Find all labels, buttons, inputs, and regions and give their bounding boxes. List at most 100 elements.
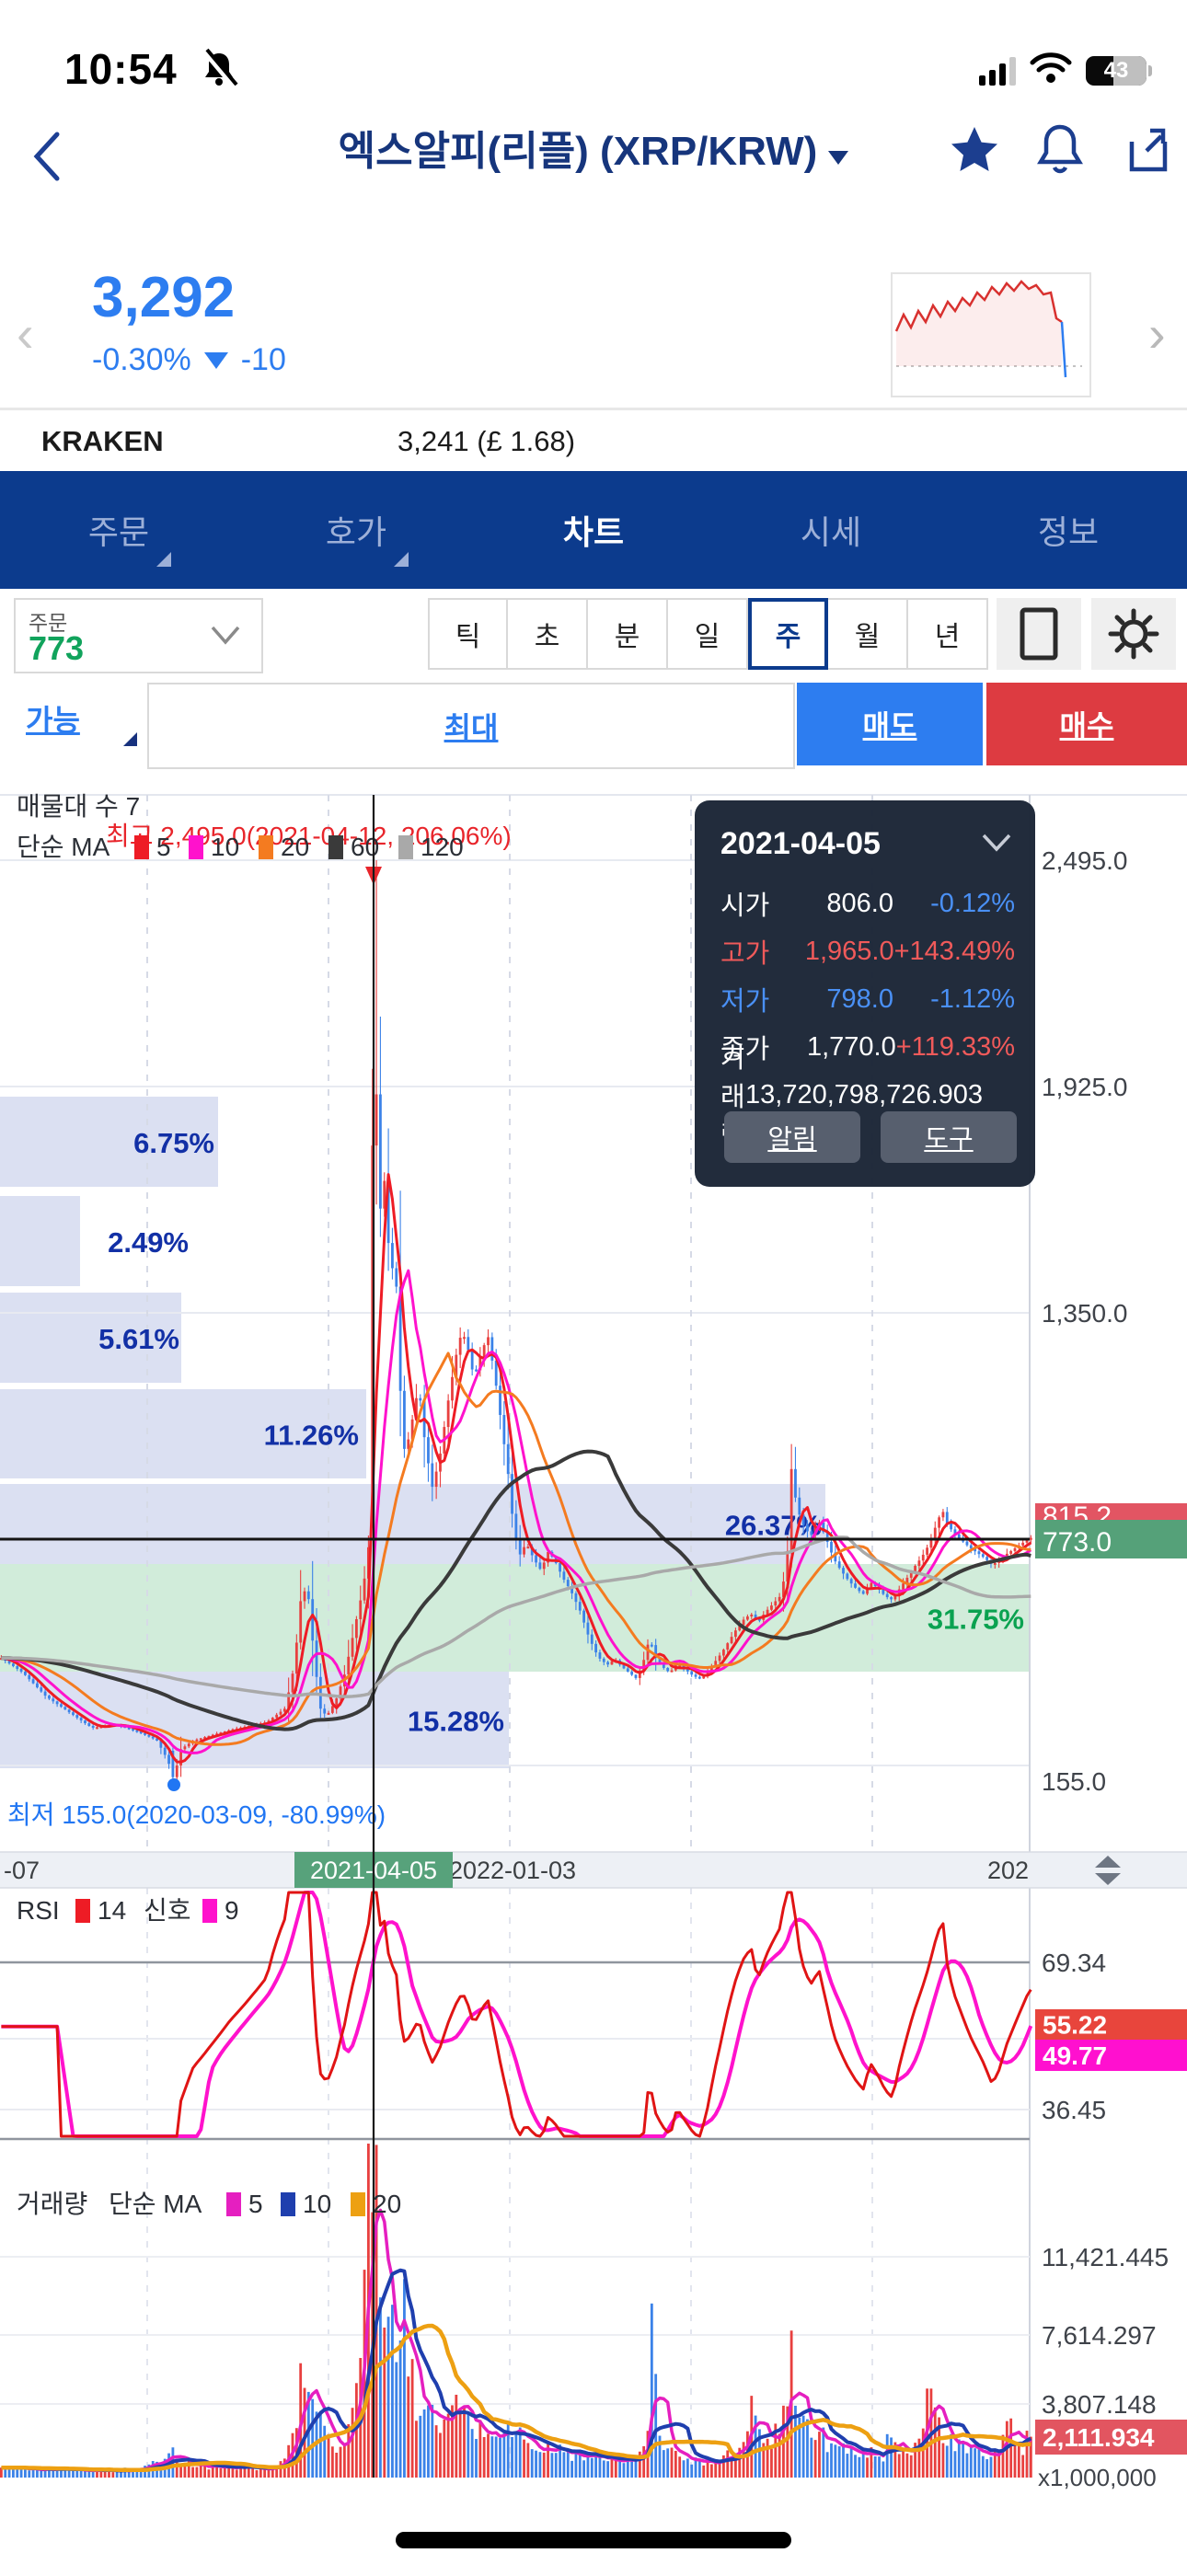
- submenu-triangle-icon: [394, 552, 409, 567]
- tooltip-row: 시가 806.0 -0.12%: [720, 888, 1015, 922]
- timeframe-button-년[interactable]: 년: [908, 598, 988, 670]
- buy-button[interactable]: 매수: [986, 683, 1187, 765]
- svg-text:31.75%: 31.75%: [928, 1604, 1024, 1636]
- screen-icon: [1020, 607, 1058, 661]
- next-pair-chevron[interactable]: ›: [1148, 305, 1166, 362]
- svg-text:14: 14: [98, 1896, 126, 1925]
- exchange-name: KRAKEN: [41, 425, 164, 457]
- mute-icon: [198, 48, 240, 95]
- price-chart[interactable]: 6.75% 2.49% 5.61% 11.26% 26.37% 31.75% 15.28% 최…: [0, 782, 1187, 2576]
- exchange-price: 3,241 (£ 1.68): [398, 425, 576, 457]
- nav-tab-3[interactable]: 시세: [712, 471, 950, 589]
- svg-text:15.28%: 15.28%: [408, 1706, 504, 1738]
- svg-text:773.0: 773.0: [1043, 1527, 1112, 1558]
- svg-text:2.49%: 2.49%: [108, 1226, 189, 1259]
- down-triangle-icon: [203, 351, 228, 369]
- home-indicator[interactable]: [396, 2532, 791, 2548]
- change-percent: -0.30%: [92, 342, 191, 377]
- nav-tab-4[interactable]: 정보: [950, 471, 1187, 589]
- nav-tab-label: 차트: [562, 513, 625, 551]
- nav-tab-1[interactable]: 호가: [237, 471, 475, 589]
- timeframe-button-초[interactable]: 초: [508, 598, 588, 670]
- svg-text:11,421.445: 11,421.445: [1042, 2243, 1169, 2271]
- timeframe-button-일[interactable]: 일: [668, 598, 748, 670]
- max-amount-button[interactable]: 최대: [147, 683, 795, 769]
- svg-text:2022-01-03: 2022-01-03: [449, 1857, 576, 1884]
- nav-tab-label: 주문: [87, 513, 150, 551]
- svg-text:36.45: 36.45: [1042, 2096, 1106, 2124]
- svg-text:신호: 신호: [144, 1896, 191, 1925]
- orientation-button[interactable]: [997, 598, 1081, 670]
- svg-text:5.61%: 5.61%: [98, 1323, 179, 1355]
- sell-button[interactable]: 매도: [797, 683, 983, 765]
- pair-title-dropdown[interactable]: 엑스알피(리플) (XRP/KRW): [0, 118, 1187, 177]
- order-count-dropdown[interactable]: 주문 773: [14, 598, 263, 673]
- nav-tab-0[interactable]: 주문: [0, 471, 237, 589]
- tooltip-row: 저가 798.0 -1.12%: [720, 983, 1015, 1018]
- price-change: -0.30% -10: [92, 342, 286, 378]
- timeframe-button-주[interactable]: 주: [748, 598, 828, 670]
- svg-text:2,111.934: 2,111.934: [1043, 2423, 1155, 2452]
- current-price: 3,292: [92, 266, 236, 329]
- tooltip-button-0[interactable]: 알림: [724, 1111, 860, 1163]
- tooltip-collapse-icon[interactable]: [980, 832, 1013, 854]
- tooltip-button-1[interactable]: 도구: [881, 1111, 1017, 1163]
- available-button[interactable]: 가능: [26, 704, 80, 737]
- svg-text:20: 20: [373, 2190, 401, 2218]
- svg-text:120: 120: [421, 833, 464, 861]
- svg-text:최저 155.0(2020-03-09, -80.99%): 최저 155.0(2020-03-09, -80.99%): [7, 1800, 386, 1829]
- available-triangle-icon: [123, 732, 137, 746]
- svg-text:매물대 수 7: 매물대 수 7: [17, 792, 140, 821]
- divider: [0, 408, 1187, 410]
- battery-icon: 43: [1086, 55, 1147, 86]
- timeframe-button-분[interactable]: 분: [588, 598, 668, 670]
- timeframe-button-월[interactable]: 월: [828, 598, 908, 670]
- order-count: 773: [29, 629, 85, 667]
- nav-tab-2[interactable]: 차트: [475, 471, 712, 589]
- svg-text:3,807.148: 3,807.148: [1042, 2390, 1157, 2419]
- svg-text:202: 202: [987, 1857, 1029, 1884]
- timeframe-button-틱[interactable]: 틱: [428, 598, 508, 670]
- svg-text:1,925.0: 1,925.0: [1042, 1073, 1127, 1101]
- svg-text:55.22: 55.22: [1043, 2011, 1107, 2040]
- svg-text:-07: -07: [4, 1857, 40, 1884]
- svg-text:20: 20: [281, 833, 309, 861]
- ohlc-tooltip[interactable]: 2021-04-05 시가 806.0 -0.12% 고가 1,965.0 +143.49…: [695, 800, 1035, 1187]
- svg-text:단순 MA: 단순 MA: [17, 833, 110, 861]
- submenu-triangle-icon: [156, 552, 171, 567]
- svg-text:2,495.0: 2,495.0: [1042, 846, 1127, 875]
- nav-tab-label: 정보: [1037, 513, 1100, 551]
- svg-text:1,350.0: 1,350.0: [1042, 1299, 1127, 1328]
- tooltip-row: 고가 1,965.0 +143.49%: [720, 936, 1015, 970]
- wifi-icon: [1029, 52, 1073, 89]
- status-time: 10:54: [64, 45, 178, 93]
- gear-icon: [1108, 608, 1159, 660]
- svg-text:RSI: RSI: [17, 1896, 60, 1925]
- tooltip-rows: 시가 806.0 -0.12% 고가 1,965.0 +143.49% 저가 798.0 -1.…: [720, 880, 1015, 1152]
- order-label: 주문: [29, 611, 68, 635]
- svg-text:26.37%: 26.37%: [725, 1510, 822, 1542]
- alert-bell-button[interactable]: [1032, 121, 1088, 183]
- nav-tab-label: 시세: [800, 513, 862, 551]
- nav-tab-label: 호가: [325, 513, 387, 551]
- svg-text:10: 10: [303, 2190, 331, 2218]
- svg-text:거래량: 거래량: [17, 2190, 87, 2218]
- svg-text:5: 5: [156, 833, 171, 861]
- prev-pair-chevron[interactable]: ‹: [17, 305, 34, 362]
- svg-text:10: 10: [211, 833, 239, 861]
- page-title: 엑스알피(리플) (XRP/KRW): [338, 129, 818, 174]
- svg-text:6.75%: 6.75%: [133, 1127, 214, 1159]
- back-button[interactable]: [29, 129, 66, 189]
- mini-sparkline[interactable]: [891, 272, 1091, 397]
- svg-text:7,614.297: 7,614.297: [1042, 2321, 1157, 2350]
- svg-text:49.77: 49.77: [1043, 2041, 1107, 2070]
- share-button[interactable]: [1119, 121, 1172, 181]
- favorite-star-button[interactable]: [948, 123, 1001, 181]
- tooltip-date: 2021-04-05: [720, 826, 881, 861]
- svg-text:155.0: 155.0: [1042, 1767, 1106, 1796]
- svg-text:11.26%: 11.26%: [264, 1420, 359, 1452]
- settings-button[interactable]: [1091, 598, 1176, 670]
- svg-text:9: 9: [225, 1896, 239, 1925]
- title-caret-icon: [828, 151, 849, 165]
